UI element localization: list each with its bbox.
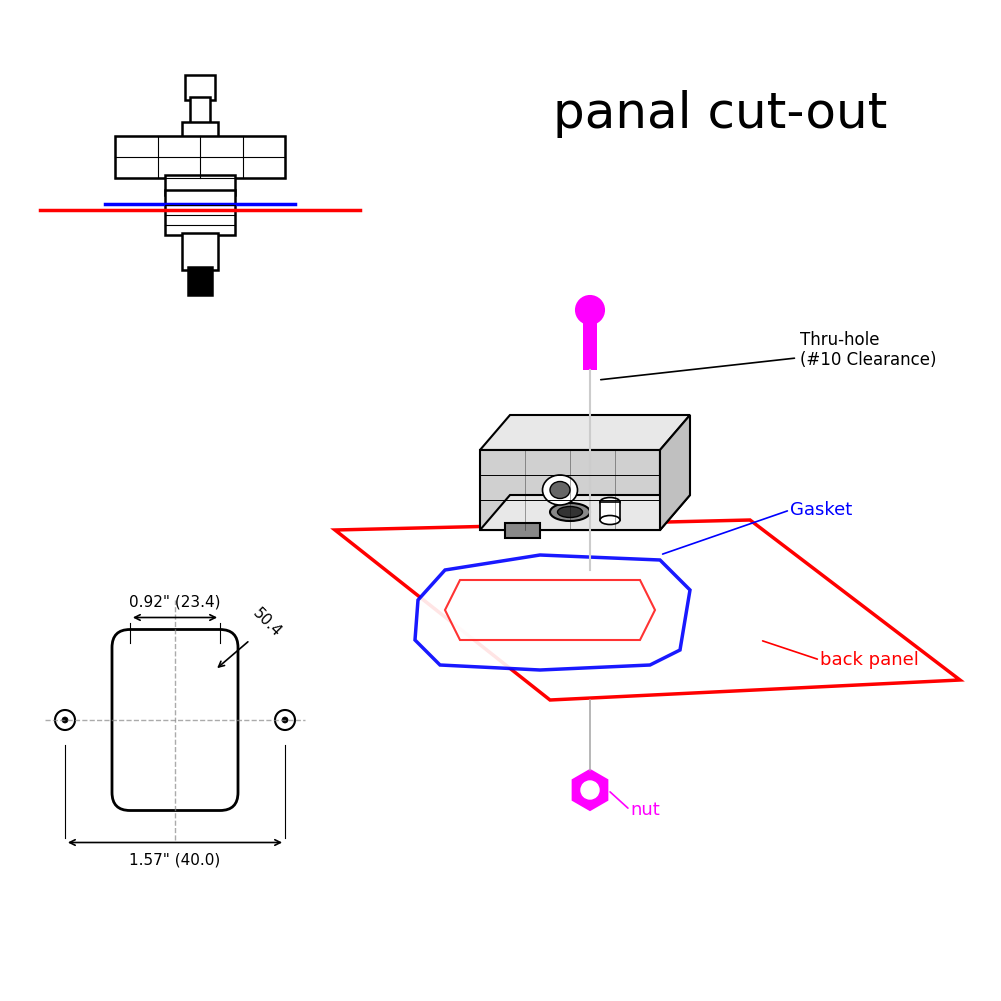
Polygon shape xyxy=(415,555,690,670)
Text: back panel: back panel xyxy=(820,651,919,669)
Ellipse shape xyxy=(600,516,620,525)
Circle shape xyxy=(576,296,604,324)
Polygon shape xyxy=(335,520,960,700)
Text: 0.92" (23.4): 0.92" (23.4) xyxy=(129,595,221,610)
FancyBboxPatch shape xyxy=(182,233,218,270)
Ellipse shape xyxy=(558,507,583,518)
FancyBboxPatch shape xyxy=(165,175,235,195)
Ellipse shape xyxy=(543,475,578,505)
Polygon shape xyxy=(660,415,690,530)
FancyBboxPatch shape xyxy=(583,320,597,370)
Circle shape xyxy=(62,717,68,723)
Ellipse shape xyxy=(550,481,570,498)
Polygon shape xyxy=(480,450,660,530)
FancyBboxPatch shape xyxy=(505,523,540,538)
Text: Thru-hole
(#10 Clearance): Thru-hole (#10 Clearance) xyxy=(601,330,937,379)
Circle shape xyxy=(282,717,288,723)
FancyBboxPatch shape xyxy=(182,122,218,138)
FancyBboxPatch shape xyxy=(115,136,285,178)
Text: nut: nut xyxy=(630,801,660,819)
FancyBboxPatch shape xyxy=(185,75,215,100)
Ellipse shape xyxy=(550,503,590,521)
FancyBboxPatch shape xyxy=(600,502,620,520)
Polygon shape xyxy=(480,415,690,450)
Polygon shape xyxy=(480,495,690,530)
FancyBboxPatch shape xyxy=(188,267,212,295)
Ellipse shape xyxy=(600,497,620,507)
Text: 1.57" (40.0): 1.57" (40.0) xyxy=(129,853,220,868)
Text: 50.4: 50.4 xyxy=(250,606,284,640)
Text: Gasket: Gasket xyxy=(790,500,852,519)
FancyBboxPatch shape xyxy=(165,190,235,235)
Circle shape xyxy=(275,710,295,730)
Text: panal cut-out: panal cut-out xyxy=(553,90,887,138)
Circle shape xyxy=(55,710,75,730)
FancyBboxPatch shape xyxy=(112,630,238,811)
Polygon shape xyxy=(573,770,608,810)
FancyBboxPatch shape xyxy=(190,97,210,125)
Circle shape xyxy=(581,781,599,799)
Polygon shape xyxy=(445,580,655,640)
